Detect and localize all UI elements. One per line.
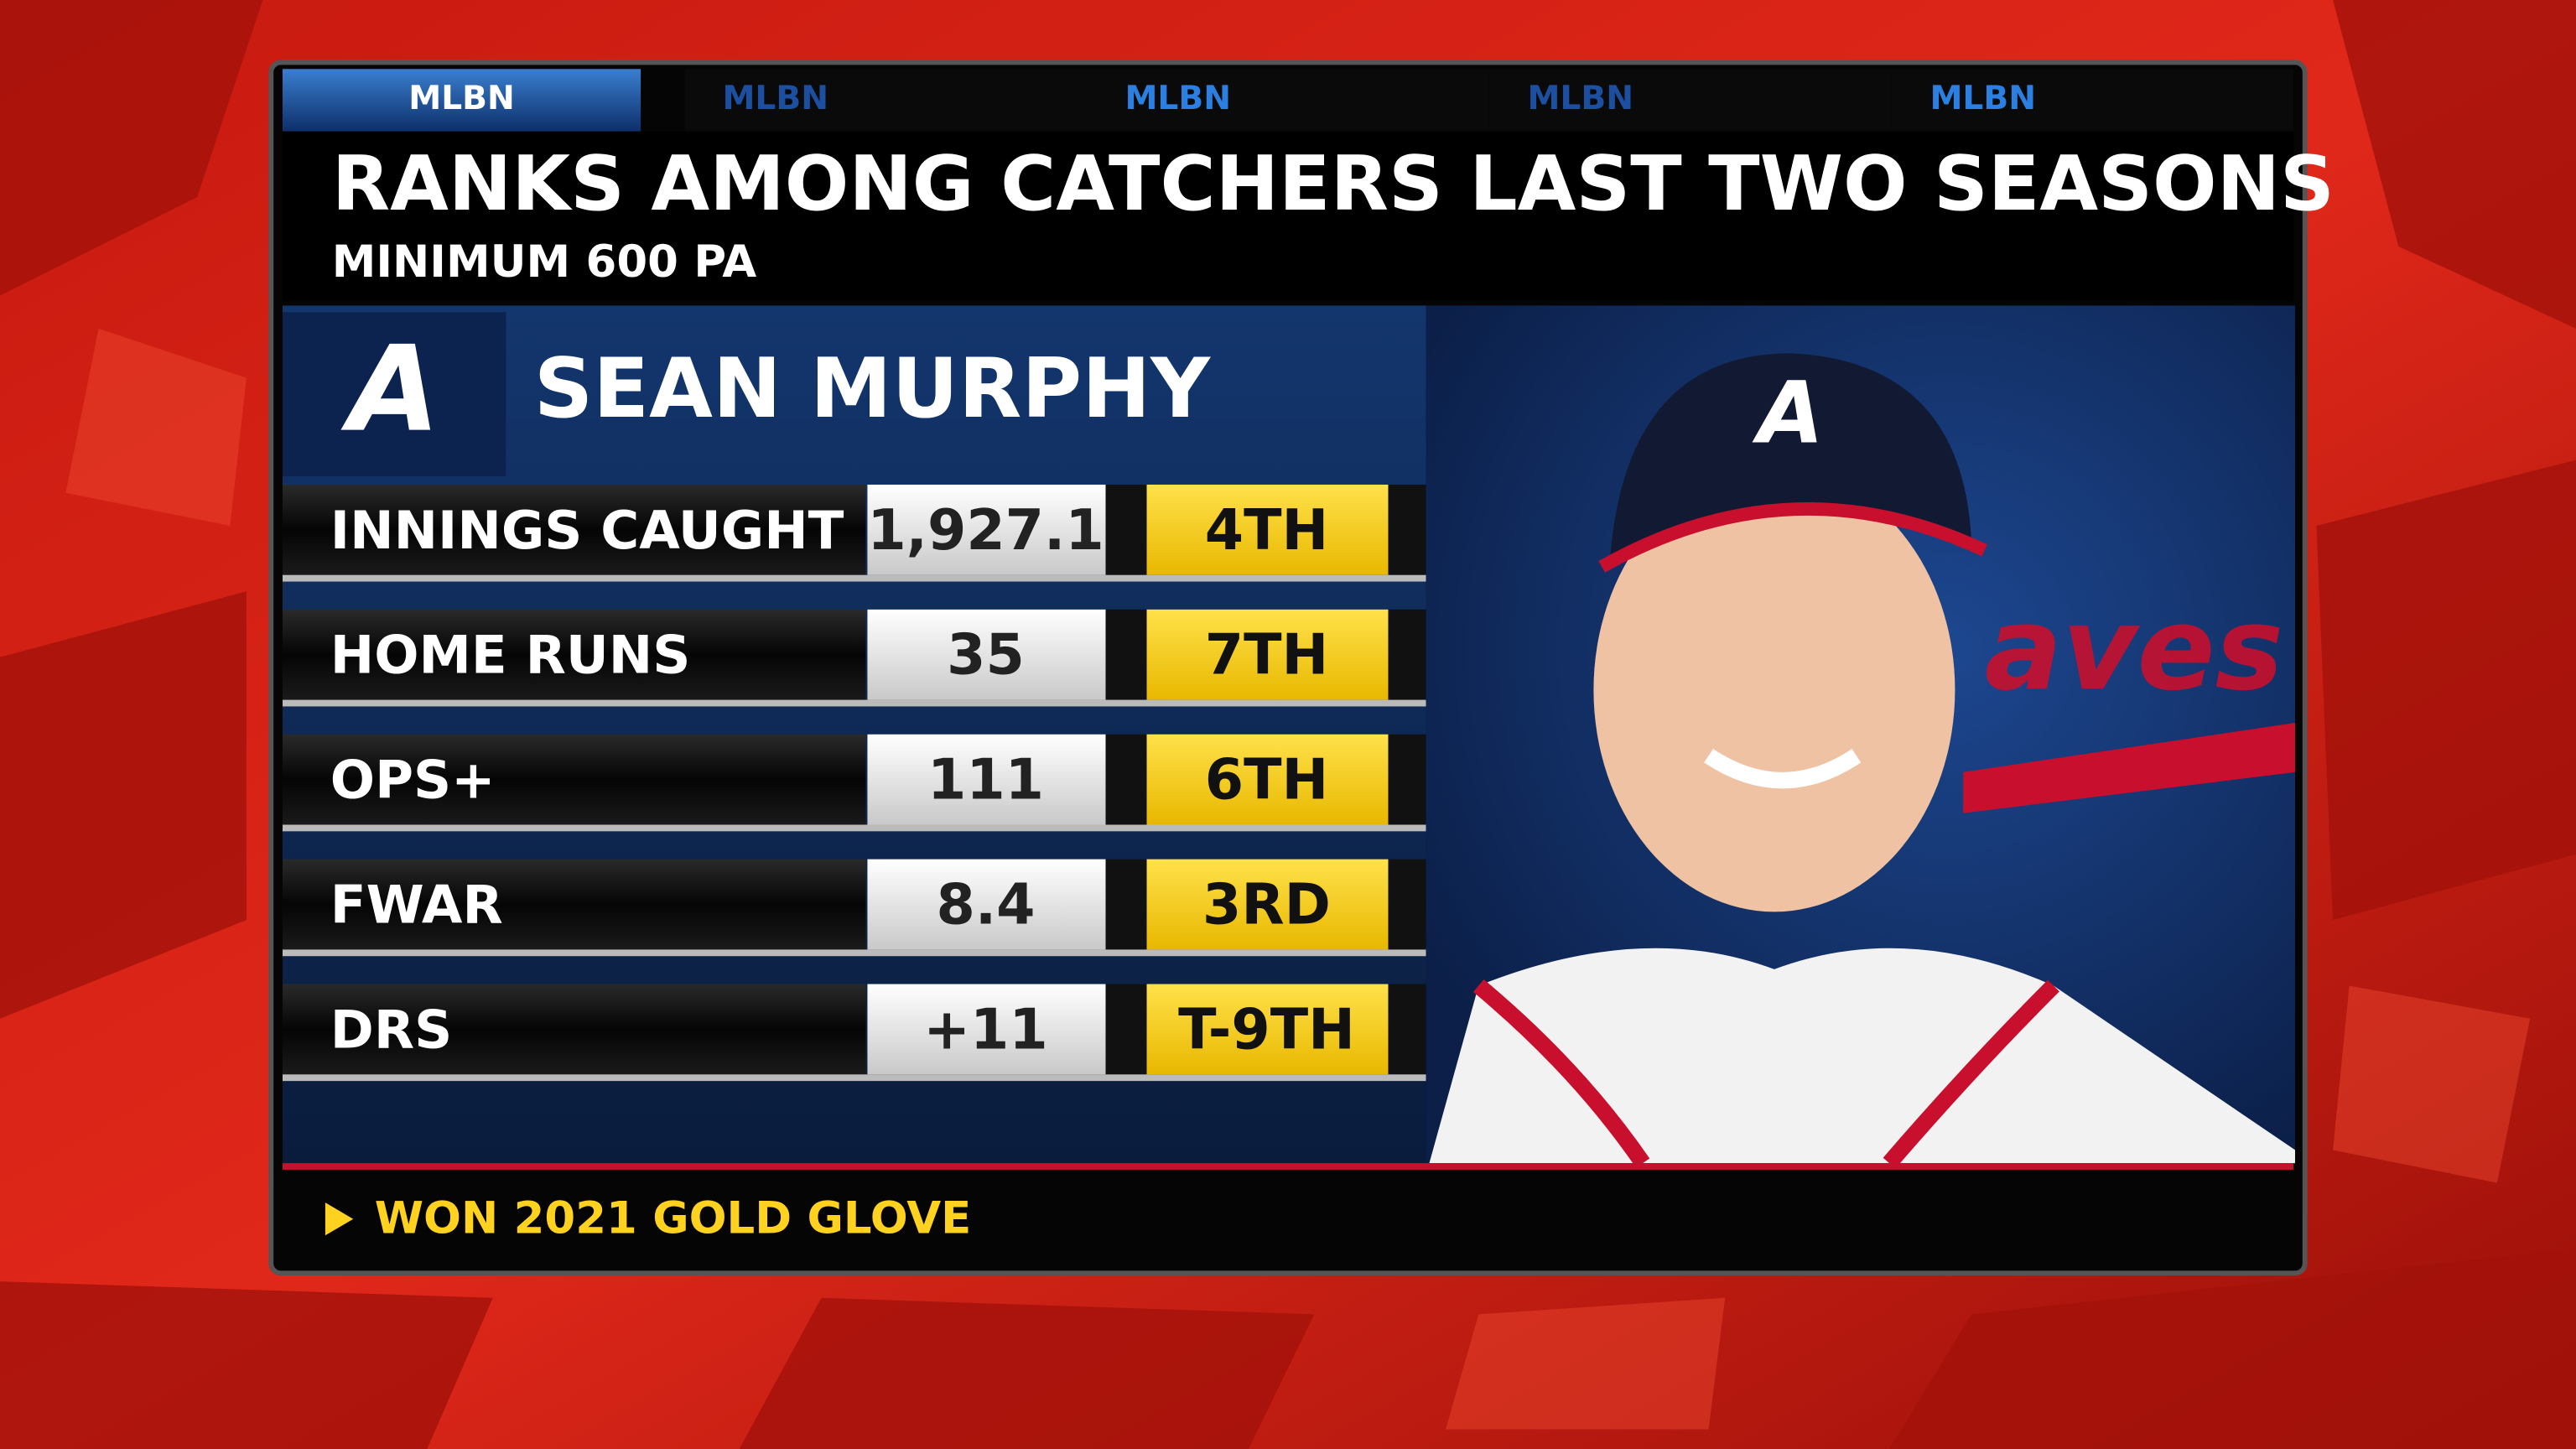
stat-value: 111 <box>927 747 1044 813</box>
team-logo: A <box>340 321 440 459</box>
title-bar <box>282 131 2294 301</box>
row-value-cell <box>867 859 1106 950</box>
tab-label: MLBN <box>1124 80 1231 117</box>
stat-label: FWAR <box>330 875 503 936</box>
row-rank-cell <box>1146 609 1389 700</box>
subtitle: MINIMUM 600 PA <box>332 236 756 288</box>
title: RANKS AMONG CATCHERS LAST TWO SEASONS <box>332 140 2334 228</box>
row-rank-cell <box>1146 984 1389 1075</box>
row-underline <box>282 824 1426 832</box>
row-label-cell <box>282 984 866 1075</box>
stat-label: HOME RUNS <box>330 625 691 686</box>
stat-label: OPS+ <box>330 750 496 811</box>
row-value-cell <box>867 984 1106 1075</box>
row-end <box>1388 484 1426 575</box>
stat-rank: T-9TH <box>1178 996 1355 1062</box>
svg-text:aves: aves <box>1985 583 2284 716</box>
tab <box>684 69 1088 132</box>
row-value-cell <box>867 734 1106 825</box>
row-gap <box>1105 609 1147 700</box>
player-name: SEAN MURPHY <box>534 341 1211 437</box>
row-gap <box>1105 734 1147 825</box>
row-underline <box>282 1074 1426 1082</box>
tab-label: MLBN <box>1929 80 2036 117</box>
bullet <box>325 1202 354 1236</box>
row-gap <box>1105 859 1147 950</box>
row-label-cell <box>282 859 866 950</box>
row-rank-cell <box>1146 484 1389 575</box>
row-label-cell <box>282 609 866 700</box>
row-end <box>1388 734 1426 825</box>
row-label-cell <box>282 484 866 575</box>
tab <box>1891 69 2294 132</box>
stat-rank: 4TH <box>1205 497 1329 563</box>
row-gap <box>1105 984 1147 1075</box>
stat-value: +11 <box>923 996 1048 1062</box>
stat-rank: 7TH <box>1205 622 1329 688</box>
stat-rank: 3RD <box>1202 871 1331 937</box>
photo-art: aves A <box>1429 353 2295 1169</box>
row-underline <box>282 949 1426 957</box>
stat-value: 35 <box>947 622 1025 688</box>
row-end <box>1388 859 1426 950</box>
row-end <box>1388 609 1426 700</box>
footer-rule <box>282 1163 2294 1170</box>
stat-label: INNINGS CAUGHT <box>330 500 844 561</box>
team-logo-box <box>282 312 506 477</box>
stat-label: DRS <box>330 999 452 1060</box>
row-value-cell <box>867 484 1106 575</box>
stat-value: 8.4 <box>937 871 1036 937</box>
row-rank-cell <box>1146 734 1389 825</box>
stat-value: 1,927.1 <box>867 497 1104 563</box>
stat-rank: 6TH <box>1205 747 1329 813</box>
row-underline <box>282 699 1426 707</box>
tab <box>1488 69 1892 132</box>
row-value-cell <box>867 609 1106 700</box>
svg-text:A: A <box>1752 363 1824 463</box>
row-gap <box>1105 484 1147 575</box>
row-end <box>1388 984 1426 1075</box>
tab <box>282 69 641 132</box>
tab-label: MLBN <box>722 80 828 117</box>
row-rank-cell <box>1146 859 1389 950</box>
row-label-cell <box>282 734 866 825</box>
tab-label: MLBN <box>1527 80 1633 117</box>
tab-label: MLBN <box>408 80 515 117</box>
footnote: WON 2021 GOLD GLOVE <box>375 1192 972 1244</box>
row-underline <box>282 574 1426 582</box>
tab <box>1087 69 1489 132</box>
